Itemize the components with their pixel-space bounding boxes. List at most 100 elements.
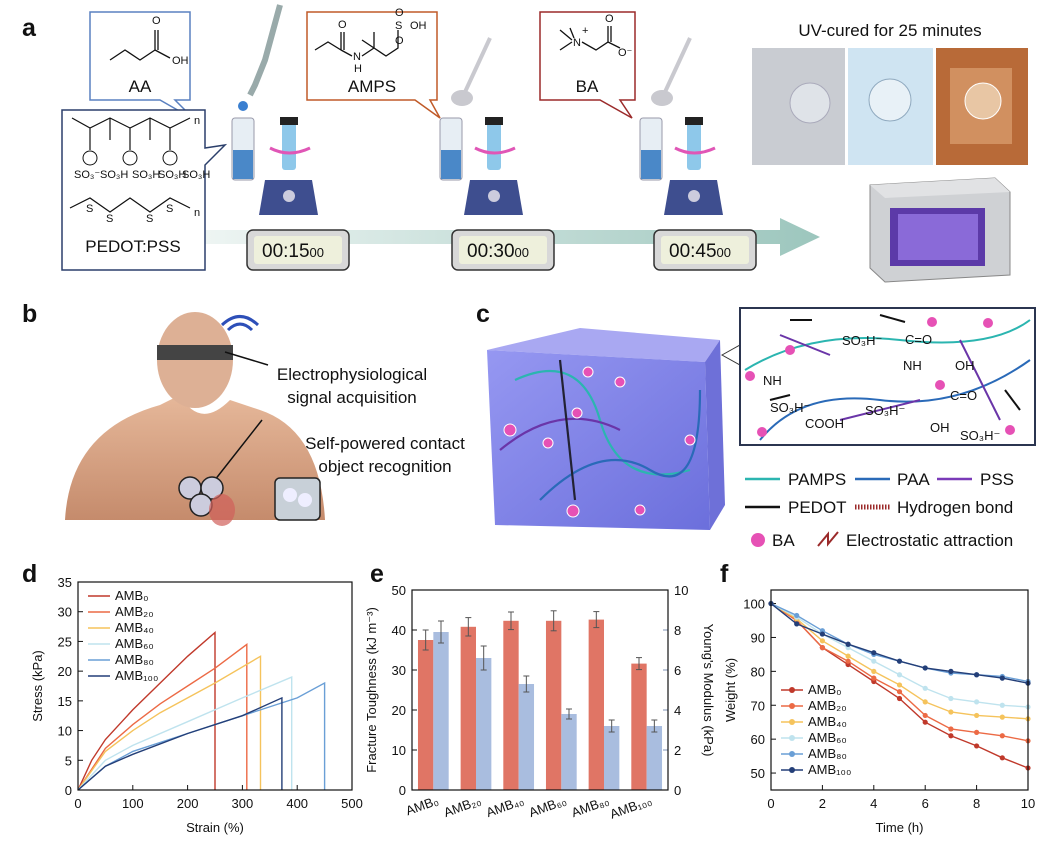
- headband: [157, 345, 233, 360]
- x-tick-label: 8: [973, 796, 980, 811]
- y-tick-label: 8: [674, 623, 681, 638]
- data-point: [922, 665, 928, 671]
- y-tick-label: 100: [743, 597, 765, 612]
- timer: 00:1500: [262, 241, 324, 262]
- y-tick-label: 15: [58, 694, 72, 709]
- legend-label: AMB₀: [808, 682, 842, 697]
- x-tick-label: 400: [286, 796, 308, 811]
- y-tick-label: 20: [58, 664, 72, 679]
- spoons: [451, 37, 692, 106]
- bar: [518, 684, 535, 790]
- atom-label: SO₃H: [100, 169, 128, 181]
- group-label: SO₃H⁻: [960, 428, 1000, 443]
- atom-label: O⁻: [618, 47, 633, 59]
- data-point: [974, 699, 980, 705]
- timer: 00:3000: [467, 241, 529, 262]
- y-tick-label: 10: [392, 743, 406, 758]
- atom-label: n: [194, 207, 200, 219]
- legend-marker: [789, 751, 795, 757]
- data-point: [819, 631, 826, 637]
- x-tick-label: AMB₂₀: [442, 793, 483, 820]
- legend-label: PAMPS: [788, 470, 846, 489]
- group-label: NH: [903, 358, 922, 373]
- data-point: [922, 712, 928, 719]
- y-axis-label: Stress (kPa): [30, 650, 45, 722]
- x-tick-label: 0: [767, 796, 774, 811]
- data-point: [999, 755, 1005, 761]
- data-point: [974, 729, 980, 735]
- error-bar: [523, 675, 530, 693]
- series-line: [77, 696, 283, 791]
- group-label: SO₃H⁻: [865, 403, 905, 418]
- bar: [417, 640, 434, 790]
- panel-b: b Electrophysiological signal acquisitio…: [22, 300, 465, 526]
- atom-label: O: [152, 15, 161, 27]
- panel-letter: b: [22, 300, 37, 328]
- series-line: [770, 603, 1029, 684]
- bar: [604, 726, 620, 790]
- plot-frame: [770, 589, 1029, 791]
- y-tick-label: 20: [392, 703, 406, 718]
- atom-label: O: [395, 7, 404, 19]
- bar: [460, 626, 476, 790]
- inset-box: [739, 307, 1036, 446]
- callout-text: Electrophysiological: [277, 365, 427, 384]
- data-point: [871, 675, 877, 681]
- y-axis-label: Fracture Toughness (kJ m⁻³): [364, 607, 379, 773]
- amps-callout: O N H S O O OH AMPS: [306, 7, 441, 119]
- inset-labels: SO₃H⁻ C=O NH NH OH SO₃H⁻ SO₃H⁻ C=O COOH …: [763, 332, 1000, 443]
- legend-label: BA: [772, 531, 795, 550]
- y-tick-label: 40: [392, 623, 406, 638]
- data-point: [896, 689, 903, 695]
- error-bar: [465, 617, 472, 637]
- x-tick-label: 500: [341, 796, 363, 811]
- bar: [631, 663, 647, 790]
- bar: [588, 619, 604, 790]
- legend-label: AMB₂₀: [808, 698, 847, 713]
- data-point: [948, 668, 954, 674]
- cube-chains: [499, 359, 702, 501]
- data-point: [871, 668, 877, 674]
- atom-label: O: [395, 35, 404, 47]
- inset-chains: [744, 314, 1031, 441]
- photos: [752, 48, 1028, 165]
- group-label: SO₃H⁻: [842, 333, 882, 348]
- data-point: [999, 733, 1005, 739]
- data-point: [948, 695, 954, 702]
- callout-text: object recognition: [318, 457, 451, 476]
- bar: [545, 620, 562, 790]
- x-tick-label: 10: [1021, 796, 1035, 811]
- data-point: [974, 712, 980, 719]
- uv-oven: [869, 177, 1011, 283]
- legend-marker: [789, 735, 795, 741]
- atom-label: O: [338, 19, 347, 31]
- y-tick-label: 70: [751, 698, 765, 713]
- error-bar: [635, 657, 642, 671]
- legend-marker: [789, 719, 795, 725]
- cube-front: [487, 350, 710, 530]
- x-axis-label: Strain (%): [186, 820, 244, 835]
- group-label: OH: [955, 358, 975, 373]
- atom-label: n: [194, 115, 200, 127]
- legend-label: AMB₄₀: [808, 714, 847, 729]
- series-line: [770, 602, 1029, 683]
- y-tick-label: 0: [399, 783, 406, 798]
- atom-label: OH: [410, 20, 427, 32]
- cube-side: [705, 340, 725, 530]
- error-bar: [507, 611, 514, 631]
- y-axis-label: Weight (%): [723, 658, 738, 722]
- data-point: [922, 699, 928, 705]
- timer-main: 00:15: [262, 241, 310, 262]
- group-label: NH: [763, 373, 782, 388]
- data-point: [794, 612, 800, 619]
- y-tick-label: 80: [751, 664, 765, 679]
- inset-pointer: [720, 344, 741, 366]
- panel-letter: c: [476, 300, 490, 328]
- panel-letter: d: [22, 560, 37, 588]
- legend-label: PEDOT: [788, 498, 847, 517]
- atom-label: SO₃H: [182, 169, 210, 181]
- cube-top: [487, 328, 720, 362]
- data-point: [974, 672, 980, 678]
- monomer-label: AA: [129, 77, 152, 96]
